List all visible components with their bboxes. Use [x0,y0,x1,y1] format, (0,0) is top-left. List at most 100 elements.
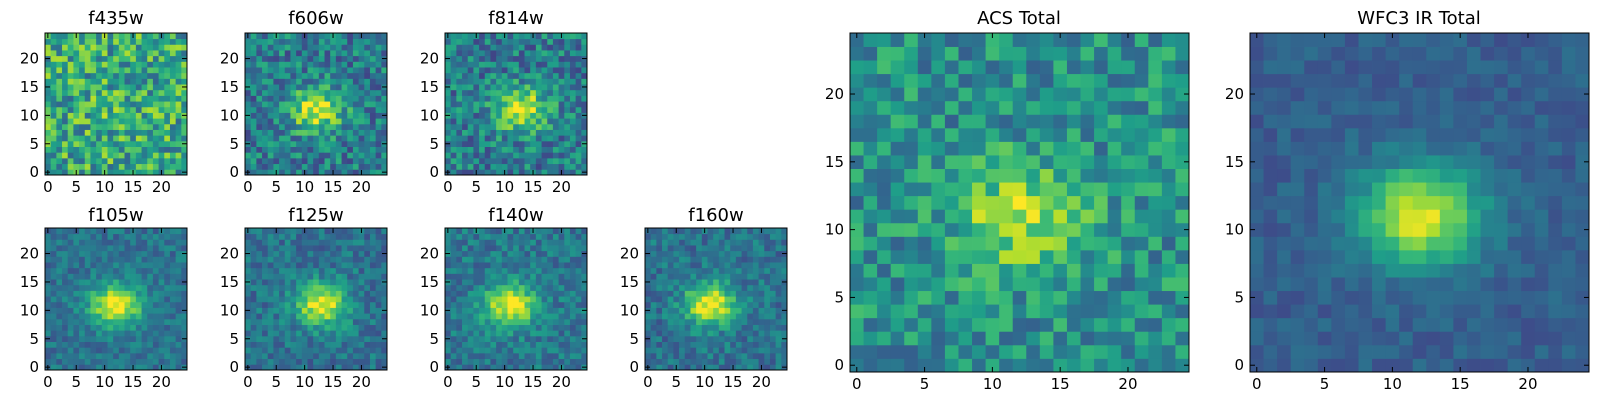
heatmap-cell [524,228,531,235]
heatmap-cell [758,279,765,286]
heatmap-cell [513,301,520,308]
heatmap-cell [513,106,520,113]
heatmap-cell [90,296,97,303]
heatmap-cell [564,55,571,62]
heatmap-cell [381,118,388,125]
heatmap-cell [462,273,469,280]
heatmap-cell [1039,209,1054,224]
heatmap-cell [904,344,919,359]
heatmap-cell [90,55,97,62]
heatmap-cell [284,318,291,325]
heatmap-cell [764,318,771,325]
heatmap-cell [445,324,452,331]
heatmap-cell [541,335,548,342]
heatmap-cell [56,335,63,342]
heatmap-cell [690,262,697,269]
heatmap-cell [1039,290,1054,305]
heatmap-cell [1066,236,1081,251]
heatmap-cell [1053,168,1068,183]
heatmap-cell [135,352,142,360]
heatmap-cell [1161,249,1176,264]
heatmap-cell [904,263,919,278]
heatmap-cell [141,228,148,235]
heatmap-cell [324,290,331,297]
heatmap-cell [450,163,457,170]
heatmap-cell [284,163,291,170]
heatmap-cell [245,341,252,348]
heatmap-cell [931,168,946,183]
heatmap-cell [369,358,377,365]
heatmap-cell [169,352,177,360]
heatmap-cell [273,106,280,113]
heatmap-cell [347,228,354,235]
heatmap-cell [479,67,486,74]
heatmap-cell [747,290,754,297]
heatmap-cell [958,209,973,224]
heatmap-cell [341,290,348,297]
heatmap-cell [1094,182,1109,197]
heatmap-cell [667,228,674,235]
heatmap-cell [552,163,559,170]
heatmap-cell [181,290,188,297]
heatmap-cell [141,157,148,165]
heatmap-cell [169,290,177,297]
heatmap-cell [1066,168,1081,183]
heatmap-cell [662,250,669,257]
heatmap-cell [307,301,314,308]
heatmap-cell [530,341,537,348]
heatmap-cell [758,347,765,354]
heatmap-cell [569,313,577,320]
heatmap-cell [118,296,125,303]
heatmap-cell [262,129,269,136]
heatmap-cell [490,61,497,68]
heatmap-cell [863,182,878,197]
heatmap-cell [535,118,542,125]
heatmap-cell [45,313,52,320]
heatmap-cell [45,95,52,102]
heatmap-cell [335,273,342,280]
heatmap-cell [1175,168,1190,183]
heatmap-cell [250,101,257,108]
heatmap-cell [152,106,159,113]
heatmap-cell [352,55,359,62]
heatmap-cell [684,239,691,246]
heatmap-cell [113,347,120,354]
heatmap-cell [552,239,559,246]
heatmap-cell [507,279,514,286]
heatmap-cell [575,112,582,119]
heatmap-cell [581,101,588,108]
heatmap-cell [147,163,154,170]
heatmap-cell [130,129,137,136]
heatmap-cell [501,290,508,297]
heatmap-cell [118,140,125,147]
heatmap-cell [318,135,325,142]
heatmap-cell [569,341,577,348]
heatmap-cell [273,95,280,102]
heatmap-cell [890,263,905,278]
heatmap-cell [473,239,480,246]
heatmap-cell [262,290,269,297]
heatmap-cell [169,78,177,85]
heatmap-cell [496,163,503,170]
heatmap-cell [484,318,491,325]
heatmap-cell [985,249,1000,264]
heatmap-cell [581,239,588,246]
heatmap-cell [364,118,371,125]
heatmap-cell [62,106,69,113]
heatmap-cell [513,290,520,297]
heatmap-cell [541,245,548,252]
heatmap-cell [313,301,320,308]
heatmap-cell [752,239,759,246]
heatmap-cell [730,267,737,274]
heatmap-cell [101,38,108,45]
heatmap-cell [273,324,280,331]
heatmap-cell [381,301,388,308]
heatmap-cell [1175,195,1190,210]
heatmap-cell [735,335,742,342]
heatmap-cell [713,301,720,308]
heatmap-cell [352,112,359,119]
heatmap-cell [752,273,759,280]
heatmap-cell [667,335,674,342]
heatmap-cell [96,341,103,348]
heatmap-cell [473,163,480,170]
